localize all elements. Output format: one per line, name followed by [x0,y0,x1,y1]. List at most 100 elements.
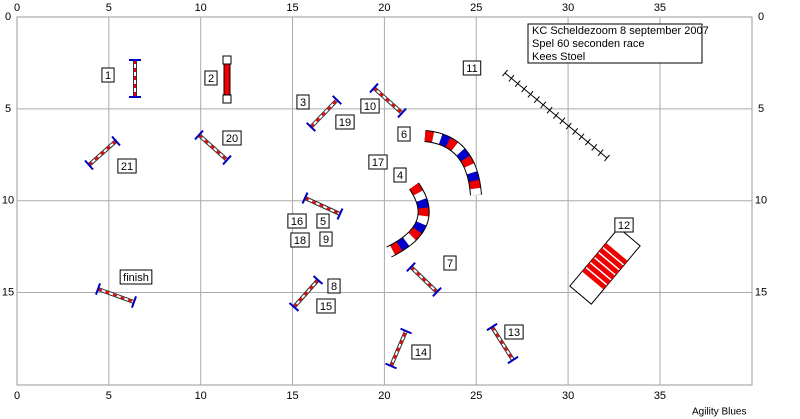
label-box [504,324,524,340]
label-box [316,213,330,229]
obstacle-label: 14 [415,347,427,359]
obstacles [84,55,641,370]
jump-bar [310,99,338,128]
x-tick-label: 20 [378,390,390,402]
dog-walk-slat [597,149,604,157]
tunnel-segment [386,183,429,257]
label-box [327,278,341,294]
x-tick-label: 0 [14,390,20,402]
obstacle-label: 7 [447,258,453,270]
info-line: KC Scheldezoom 8 september 2007 [532,25,709,37]
obstacle-label: 11 [466,63,477,75]
obstacle-label: 9 [323,234,329,246]
jump-wing [397,107,407,119]
a-frame-stripe [594,252,620,275]
label-box [443,255,457,271]
jump-wing [194,129,204,141]
obstacle-label: 2 [208,73,214,85]
x-tick-label: 20 [378,2,390,14]
dog-walk-slat [591,143,598,151]
label-box [397,126,411,142]
y-tick-label: 10 [755,195,767,207]
obstacle-label: 15 [320,301,332,313]
obstacle-label: 8 [331,281,337,293]
obstacle-label: 10 [364,101,376,113]
jump-wing [406,261,416,273]
jump-wing [222,154,232,166]
label-box [319,231,333,247]
jump-bar [198,134,228,161]
a-frame-stripe [598,247,624,270]
obstacle-label: 20 [226,133,238,145]
y-tick-label: 15 [2,286,14,298]
dog-walk-slat [533,96,540,103]
obstacle-label: 18 [294,235,306,247]
obstacle-label: 21 [121,161,133,173]
jump-bar [410,266,438,293]
dog-walk-slat [559,117,566,125]
label-box [101,67,115,83]
jump-wing [301,192,309,204]
label-box [316,298,336,314]
label-box [296,94,310,110]
jump-bar [390,330,407,367]
jump-wing [400,327,412,335]
tunnel-segment [424,131,481,196]
dog-walk-slat [572,128,579,135]
jump-wing [111,135,121,147]
dog-walk-slat [540,101,547,109]
obstacle-label: 19 [339,117,351,129]
obstacle-label: 13 [508,327,520,339]
obstacle-label: 4 [397,170,403,182]
info-box [527,23,703,64]
jump-bar [97,288,135,303]
a-frame [569,227,641,305]
y-tick-label: 10 [2,195,14,207]
x-tick-label: 10 [195,2,207,14]
jump-wing [336,208,344,220]
label-box [393,167,407,183]
dog-walk-slat [508,74,515,82]
label-box [462,60,482,76]
x-tick-label: 5 [106,2,112,14]
label-box [204,70,218,86]
x-tick-label: 30 [562,2,574,14]
obstacle-label: 3 [300,97,306,109]
label-box [290,232,310,248]
obstacle-label: 12 [618,220,630,232]
dog-walk-slat [521,85,528,93]
label-box [614,217,634,233]
jump-wing [331,95,343,105]
dog-walk-slat [502,69,508,77]
wall-end [222,55,232,65]
info-line: Kees Stoel [532,51,585,63]
dog-walk-slat [565,122,572,130]
label-box [360,98,380,114]
x-tick-label: 15 [286,2,298,14]
jump-wing [131,296,137,308]
label-box [368,154,388,170]
x-tick-label: 0 [14,2,20,14]
jump-wing [95,283,101,295]
tunnel-segment [386,183,429,257]
jump-bar [373,87,403,114]
obstacle-label: finish [123,272,149,284]
label-box [222,130,242,146]
label-box [117,158,137,174]
obstacle-label: 5 [320,216,326,228]
dog-walk-slat [514,80,521,88]
x-tick-label: 5 [106,390,112,402]
jump-wing [305,122,317,132]
x-tick-label: 25 [470,390,482,402]
jump-wing [312,275,324,285]
y-tick-label: 0 [758,11,764,23]
dog-walk-slat [553,112,559,119]
jump-bar [88,140,117,166]
jump-wing [385,362,397,370]
a-frame-stripe [602,242,628,265]
dog-walk-slat [604,154,610,162]
obstacle-label: 16 [291,216,303,228]
jump-wing [432,286,442,298]
jump-wing [369,82,379,94]
tunnel-segment [424,131,481,196]
